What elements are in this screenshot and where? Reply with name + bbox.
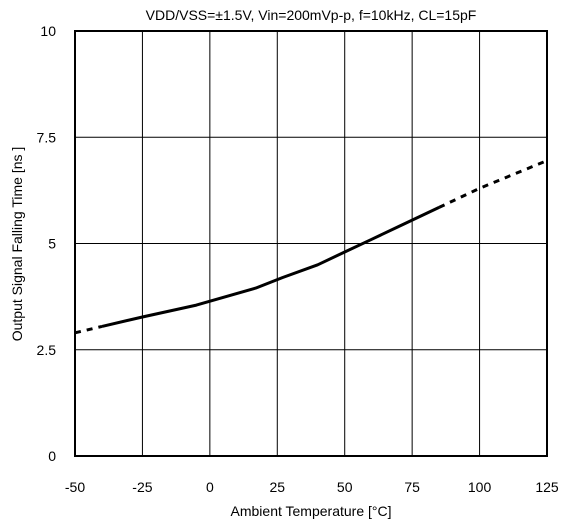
y-tick-label: 2.5 [37, 342, 57, 358]
y-axis-label: Output Signal Falling Time [ns ] [9, 147, 25, 342]
tick-labels: -50 -25 0 25 50 75 100 125 0 2.5 5 7.5 10 [37, 23, 559, 495]
x-tick-label: 75 [404, 479, 420, 495]
x-tick-label: -25 [132, 479, 152, 495]
x-tick-label: 25 [269, 479, 285, 495]
y-tick-label: 7.5 [37, 129, 57, 145]
gridlines [75, 31, 547, 456]
x-tick-label: 125 [535, 479, 559, 495]
x-axis-label: Ambient Temperature [°C] [231, 503, 392, 519]
plot-frame [74, 30, 548, 457]
series-line-extrapolated [438, 159, 548, 209]
chart-title: VDD/VSS=±1.5V, Vin=200mVp-p, f=10kHz, CL… [146, 7, 477, 23]
x-tick-label: 50 [337, 479, 353, 495]
y-tick-label: 10 [40, 23, 56, 39]
y-tick-label: 5 [48, 236, 56, 252]
x-tick-label: -50 [65, 479, 85, 495]
series-lines [74, 159, 548, 335]
y-tick-label: 0 [48, 448, 56, 464]
x-tick-label: 100 [468, 479, 492, 495]
x-tick-label: 0 [206, 479, 214, 495]
series-line-measured [101, 206, 440, 328]
series-line-extrapolated [74, 324, 103, 335]
